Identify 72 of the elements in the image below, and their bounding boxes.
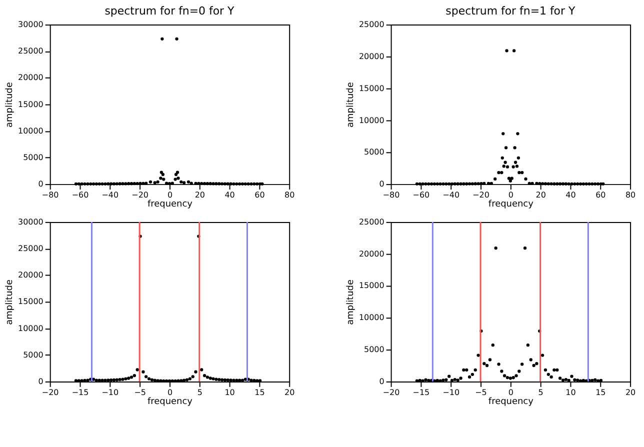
x-tick-label: −60 [412,190,430,200]
y-tick-label: 10000 [358,313,384,322]
x-tick-label: 0 [508,388,514,397]
x-tick-label: 5 [538,388,544,397]
x-tick-label: 20 [536,190,546,200]
chart-title: spectrum for fn=1 for Y [446,4,576,18]
x-tick-label: −40 [102,190,119,200]
x-tick-label: −80 [382,190,400,200]
x-tick-label: 10 [566,388,576,397]
y-tick-label: 30000 [18,20,44,30]
x-tick-label: −15 [412,388,430,397]
y-tick-label: 0 [38,376,44,386]
x-tick-label: −5 [134,388,146,397]
x-tick-label: 60 [254,190,265,200]
x-axis-title: frequency [488,199,534,210]
x-tick-label: −10 [442,388,460,397]
y-tick-label: 10000 [18,324,44,333]
x-axis-title: frequency [147,199,194,210]
x-tick-label: 60 [596,190,606,200]
x-tick-label: −80 [42,190,59,200]
x-tick-label: 5 [197,388,202,397]
x-tick-label: −40 [442,190,460,200]
chart-title: spectrum for fn=0 for Y [104,4,235,18]
x-tick-label: −20 [132,190,148,200]
y-tick-label: 10000 [18,126,44,136]
y-tick-label: 25000 [18,244,44,254]
y-tick-label: 5000 [23,350,44,360]
y-tick-label: 20000 [358,249,384,258]
x-tick-label: 10 [224,388,235,397]
x-axis-title: frequency [147,396,194,407]
x-tick-label: 20 [625,388,636,397]
y-tick-label: 0 [379,376,384,386]
y-tick-label: 15000 [358,281,384,290]
y-axis-title: amplitude [346,279,356,325]
x-tick-label: 15 [596,388,606,397]
y-tick-label: 15000 [18,100,44,109]
x-tick-label: −10 [102,388,119,397]
x-tick-label: 0 [167,190,173,200]
x-tick-label: 80 [625,190,636,200]
x-tick-label: 15 [254,388,265,397]
y-tick-label: 5000 [364,148,384,157]
x-tick-label: 40 [224,190,235,200]
x-tick-label: 80 [284,190,295,200]
y-tick-label: 20000 [358,52,384,61]
x-tick-label: 20 [194,190,205,200]
x-tick-label: −15 [72,388,89,397]
x-tick-label: 0 [508,190,514,200]
y-tick-label: 0 [38,180,44,189]
x-tick-label: −5 [475,388,487,397]
x-axis-title: frequency [488,396,534,407]
y-tick-label: 15000 [18,297,44,306]
y-tick-label: 5000 [23,152,44,162]
y-tick-label: 0 [379,180,384,189]
x-tick-label: 20 [284,388,295,397]
y-axis-title: amplitude [346,82,356,128]
x-tick-label: 40 [566,190,576,200]
y-tick-label: 10000 [358,116,384,125]
x-tick-label: −60 [72,190,89,200]
x-tick-label: −20 [42,388,59,397]
x-tick-label: 0 [167,388,173,397]
y-tick-label: 30000 [18,217,44,226]
y-tick-label: 25000 [18,46,44,56]
y-axis-title: amplitude [5,82,16,128]
x-tick-label: −20 [382,388,400,397]
y-tick-label: 20000 [18,73,44,82]
y-tick-label: 15000 [358,84,384,93]
y-tick-label: 5000 [364,345,384,354]
x-tick-label: −20 [472,190,490,200]
y-tick-label: 25000 [358,217,384,226]
y-axis-title: amplitude [5,279,16,325]
y-tick-label: 20000 [18,270,44,280]
y-tick-label: 25000 [358,20,384,30]
